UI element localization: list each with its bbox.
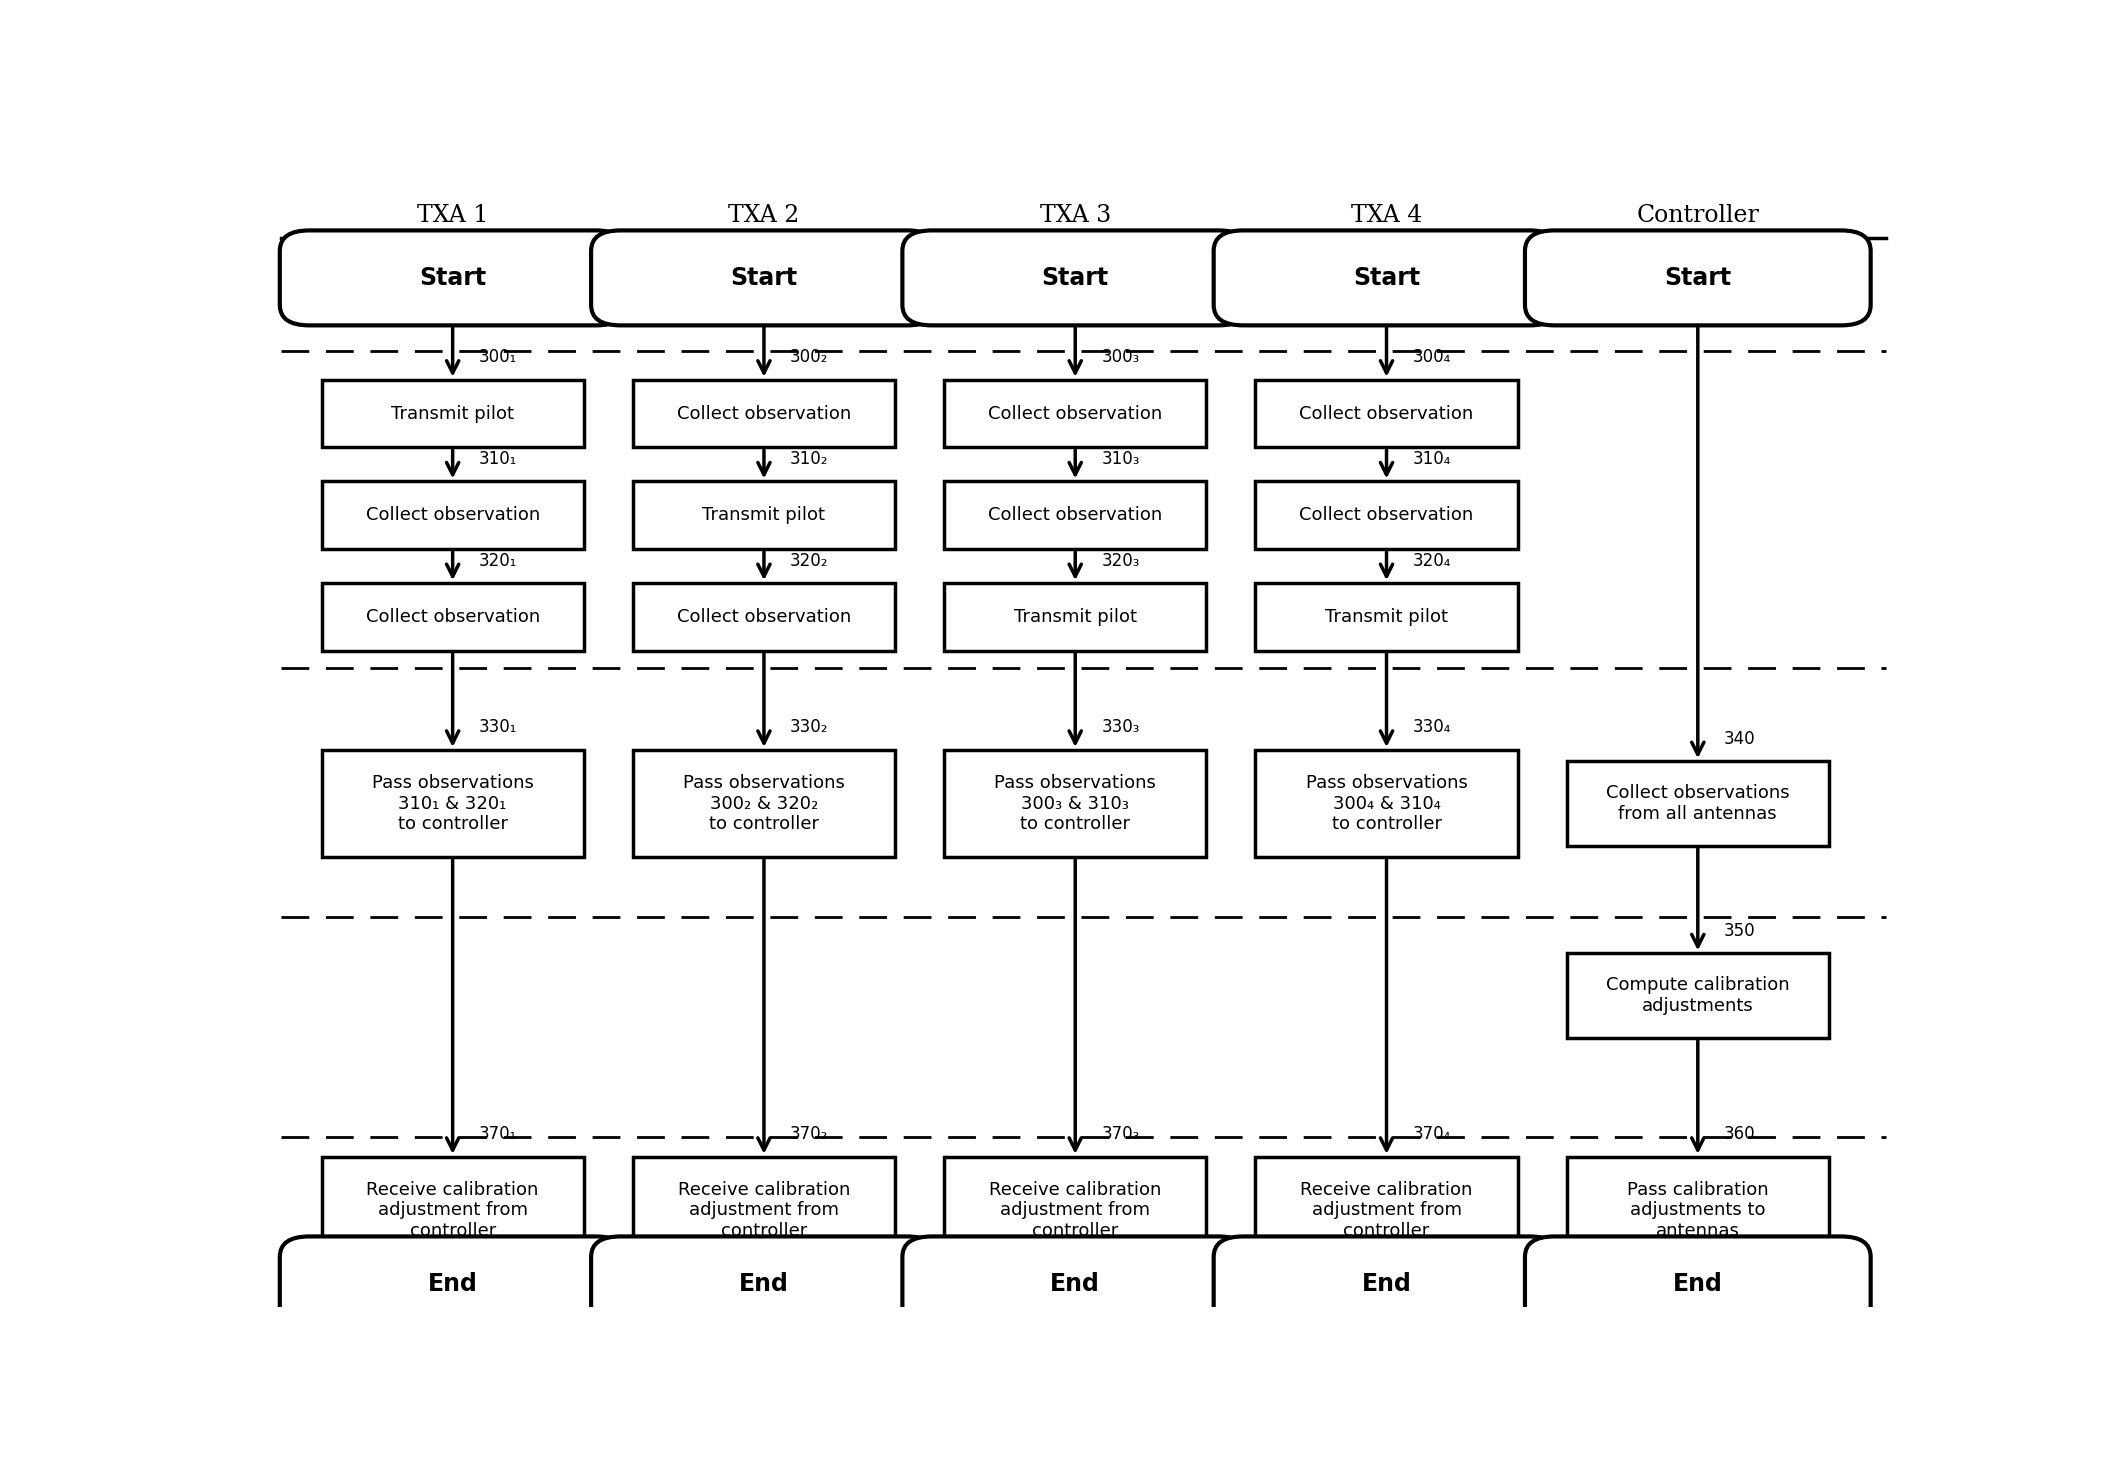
FancyBboxPatch shape [1213,230,1560,326]
Text: TXA 4: TXA 4 [1351,204,1423,228]
FancyBboxPatch shape [279,1236,626,1331]
Text: Collect observation: Collect observation [676,405,852,423]
Text: 330₃: 330₃ [1101,718,1139,737]
Text: End: End [1361,1271,1412,1296]
Bar [1256,1157,1518,1264]
Text: 300₂: 300₂ [791,348,829,366]
Text: Start: Start [1664,266,1731,289]
FancyBboxPatch shape [1524,1236,1871,1331]
FancyBboxPatch shape [592,1236,937,1331]
Bar [321,1157,583,1264]
FancyBboxPatch shape [279,230,626,326]
Text: 320₂: 320₂ [791,552,829,570]
Text: 320₁: 320₁ [480,552,518,570]
Bar [945,482,1207,549]
Text: Collect observation: Collect observation [366,608,539,625]
Text: Pass observations
300₄ & 310₄
to controller: Pass observations 300₄ & 310₄ to control… [1306,774,1467,834]
Text: 330₁: 330₁ [480,718,518,737]
Text: Start: Start [419,266,486,289]
Text: Start: Start [1042,266,1110,289]
Text: Pass observations
300₃ & 310₃
to controller: Pass observations 300₃ & 310₃ to control… [994,774,1156,834]
Text: TXA 3: TXA 3 [1040,204,1110,228]
Bar [945,380,1207,448]
Bar [1256,482,1518,549]
Bar [321,750,583,857]
Text: 300₄: 300₄ [1412,348,1450,366]
Text: 310₃: 310₃ [1101,449,1139,468]
Text: 320₃: 320₃ [1101,552,1139,570]
Bar [632,750,894,857]
Text: 370₃: 370₃ [1101,1124,1139,1144]
Text: Start: Start [1353,266,1421,289]
Text: 310₄: 310₄ [1412,449,1450,468]
Text: End: End [427,1271,478,1296]
Text: Start: Start [729,266,797,289]
Text: 370₁: 370₁ [480,1124,518,1144]
Text: 340: 340 [1725,730,1755,747]
Bar [632,380,894,448]
Text: 370₄: 370₄ [1412,1124,1450,1144]
Text: Pass observations
300₂ & 320₂
to controller: Pass observations 300₂ & 320₂ to control… [683,774,846,834]
FancyBboxPatch shape [1213,1236,1560,1331]
Text: Transmit pilot: Transmit pilot [1325,608,1448,625]
Bar [321,482,583,549]
Text: Receive calibration
adjustment from
controller: Receive calibration adjustment from cont… [366,1180,539,1240]
Text: Compute calibration
adjustments: Compute calibration adjustments [1607,976,1791,1014]
Bar [321,583,583,650]
Text: Transmit pilot: Transmit pilot [702,506,824,524]
Text: End: End [740,1271,789,1296]
Bar [632,482,894,549]
Text: Collect observation: Collect observation [987,506,1163,524]
Text: 330₂: 330₂ [791,718,829,737]
Bar [945,583,1207,650]
Text: Collect observation: Collect observation [1300,405,1473,423]
Text: Controller: Controller [1636,204,1759,228]
Text: 300₃: 300₃ [1101,348,1139,366]
Bar [1256,583,1518,650]
Text: 360: 360 [1725,1124,1755,1144]
Text: Collect observation: Collect observation [366,506,539,524]
Text: End: End [1051,1271,1099,1296]
Bar [1566,760,1829,846]
Bar [945,1157,1207,1264]
Text: Collect observations
from all antennas: Collect observations from all antennas [1607,784,1791,824]
Text: Pass observations
310₁ & 320₁
to controller: Pass observations 310₁ & 320₁ to control… [372,774,533,834]
Text: TXA 1: TXA 1 [416,204,488,228]
Text: 310₂: 310₂ [791,449,829,468]
FancyBboxPatch shape [1524,230,1871,326]
Text: TXA 2: TXA 2 [727,204,799,228]
Text: Transmit pilot: Transmit pilot [1015,608,1137,625]
Bar [1256,380,1518,448]
Text: 330₄: 330₄ [1412,718,1450,737]
Bar [945,750,1207,857]
Bar [1566,953,1829,1038]
Text: Transmit pilot: Transmit pilot [391,405,514,423]
Bar [632,583,894,650]
Text: Collect observation: Collect observation [1300,506,1473,524]
FancyBboxPatch shape [903,230,1247,326]
Text: Collect observation: Collect observation [676,608,852,625]
Bar [632,1157,894,1264]
Text: Receive calibration
adjustment from
controller: Receive calibration adjustment from cont… [1300,1180,1473,1240]
Bar [1566,1157,1829,1264]
Text: Pass calibration
adjustments to
antennas: Pass calibration adjustments to antennas [1628,1180,1769,1240]
Text: 300₁: 300₁ [480,348,518,366]
Text: Receive calibration
adjustment from
controller: Receive calibration adjustment from cont… [989,1180,1161,1240]
Text: 350: 350 [1725,922,1755,940]
FancyBboxPatch shape [903,1236,1247,1331]
Bar [321,380,583,448]
Bar [1256,750,1518,857]
Text: 320₄: 320₄ [1412,552,1450,570]
Text: End: End [1672,1271,1723,1296]
Text: 310₁: 310₁ [480,449,518,468]
Text: 370₂: 370₂ [791,1124,829,1144]
Text: Collect observation: Collect observation [987,405,1163,423]
Text: Receive calibration
adjustment from
controller: Receive calibration adjustment from cont… [679,1180,850,1240]
FancyBboxPatch shape [592,230,937,326]
